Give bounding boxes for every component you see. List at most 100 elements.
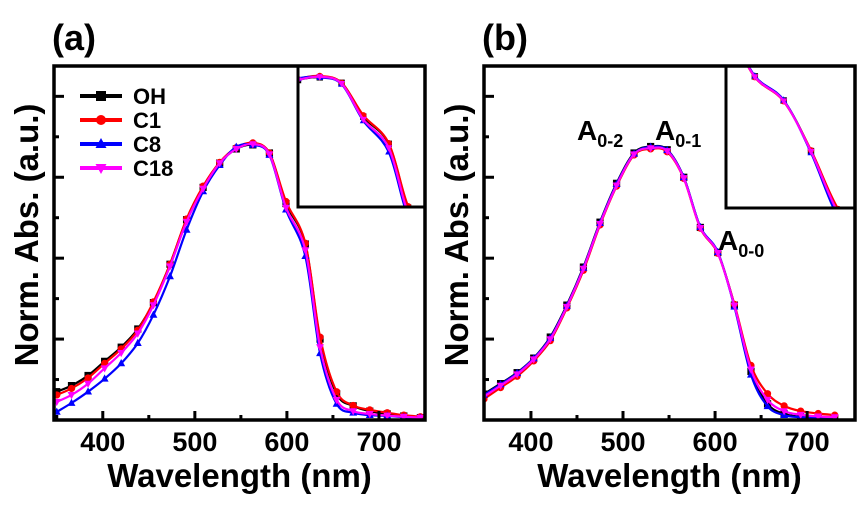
inset-data-point xyxy=(724,24,731,30)
curves xyxy=(484,142,839,420)
data-point xyxy=(496,382,505,390)
inset-data-point xyxy=(144,211,150,217)
data-point xyxy=(199,185,208,193)
x-tick-label: 600 xyxy=(693,427,738,457)
legend-marker-triangle-up-icon xyxy=(95,138,107,148)
inset-data-point xyxy=(586,68,592,74)
data-point xyxy=(301,247,310,255)
data-point xyxy=(232,146,241,154)
inset-data-point xyxy=(207,162,214,168)
inset-data-point xyxy=(144,210,150,216)
data-point xyxy=(67,398,76,406)
data-point xyxy=(579,265,588,274)
inset-data-point xyxy=(100,230,106,236)
inset-data-point xyxy=(697,0,704,5)
legend-label: C1 xyxy=(133,108,161,133)
legend-entry: C18 xyxy=(80,156,173,181)
data-point xyxy=(182,218,191,227)
data-point xyxy=(67,384,76,393)
inset-data-point xyxy=(586,71,592,77)
data-point xyxy=(332,396,341,405)
inset-data-point xyxy=(504,181,511,187)
inset-data-point xyxy=(405,210,412,216)
inset-data-point xyxy=(186,187,193,193)
data-point xyxy=(316,344,325,352)
data-point xyxy=(780,402,788,410)
inset-data-point xyxy=(724,26,731,32)
inset-data-point xyxy=(229,124,235,130)
inset-data-point xyxy=(493,254,499,260)
inset-data-point xyxy=(143,214,150,220)
inset-data-point xyxy=(229,126,236,132)
data-point xyxy=(747,366,755,374)
x-axis-label: Wavelength (nm) xyxy=(537,457,802,494)
data-point xyxy=(546,336,555,344)
peak-annotation-subscript: 0-1 xyxy=(675,131,701,151)
inset-data-point xyxy=(395,234,402,240)
data-point xyxy=(67,392,76,400)
inset-data-point xyxy=(559,111,565,117)
inset-data-point xyxy=(531,148,538,154)
inset-data-point xyxy=(613,33,620,39)
x-tick-label: 500 xyxy=(172,427,217,457)
data-point xyxy=(117,359,126,367)
data-point xyxy=(248,141,257,149)
y-axis-label: Norm. Abs. (a.u.) xyxy=(438,104,475,367)
data-point xyxy=(513,371,522,379)
inset-data-point xyxy=(395,236,402,242)
data-point xyxy=(646,145,655,153)
inset xyxy=(395,0,857,242)
x-tick-label: 600 xyxy=(264,427,309,457)
inset-data-point xyxy=(59,247,66,253)
inset-data-point xyxy=(186,179,192,185)
data-point xyxy=(830,414,839,420)
data-point xyxy=(612,182,621,190)
data-point xyxy=(630,151,639,159)
data-point xyxy=(215,160,224,168)
inset-data-point xyxy=(165,198,171,204)
data-point xyxy=(713,250,722,258)
inset-data-point xyxy=(515,256,522,262)
peak-annotation-subscript: 0-0 xyxy=(738,241,764,261)
data-point xyxy=(814,413,823,420)
inset-data-point xyxy=(835,212,841,218)
inset-data-point xyxy=(208,154,214,160)
data-point xyxy=(763,401,772,410)
inset-data-point xyxy=(780,98,788,105)
inset-data-point xyxy=(59,240,65,246)
data-point xyxy=(84,380,93,388)
peak-annotation: A0-1 xyxy=(655,115,701,151)
inset-data-point xyxy=(697,0,704,6)
data-point xyxy=(383,412,392,420)
inset-data-point xyxy=(273,86,279,92)
peak-annotation: A0-0 xyxy=(718,225,764,261)
inset-data-point xyxy=(165,206,172,212)
inset-data-point xyxy=(273,87,280,93)
data-point xyxy=(529,356,538,364)
inset-data-point xyxy=(751,74,759,81)
inset-data-point xyxy=(559,114,565,120)
panel-label: (b) xyxy=(482,17,528,58)
inset-data-point xyxy=(78,235,84,241)
inset-data-point xyxy=(670,0,676,2)
inset-data-point xyxy=(536,257,543,263)
legend-entry: C8 xyxy=(80,132,161,157)
data-point xyxy=(133,330,142,338)
legend-label: C18 xyxy=(133,156,173,181)
data-point xyxy=(763,390,772,398)
inset-data-point xyxy=(835,210,842,216)
inset-data-point xyxy=(426,247,433,253)
inset-data-point xyxy=(395,233,401,239)
inset-data-point xyxy=(405,213,412,219)
data-point xyxy=(696,224,705,233)
inset-data-point xyxy=(515,256,521,262)
inset-data-point xyxy=(78,237,84,243)
inset-data-point xyxy=(165,201,172,207)
inset-data-point xyxy=(642,2,648,8)
inset-data-point xyxy=(536,258,543,264)
data-point xyxy=(365,411,374,419)
inset-data-point xyxy=(229,124,235,130)
data-point xyxy=(100,374,109,382)
x-tick-label: 400 xyxy=(508,427,553,457)
